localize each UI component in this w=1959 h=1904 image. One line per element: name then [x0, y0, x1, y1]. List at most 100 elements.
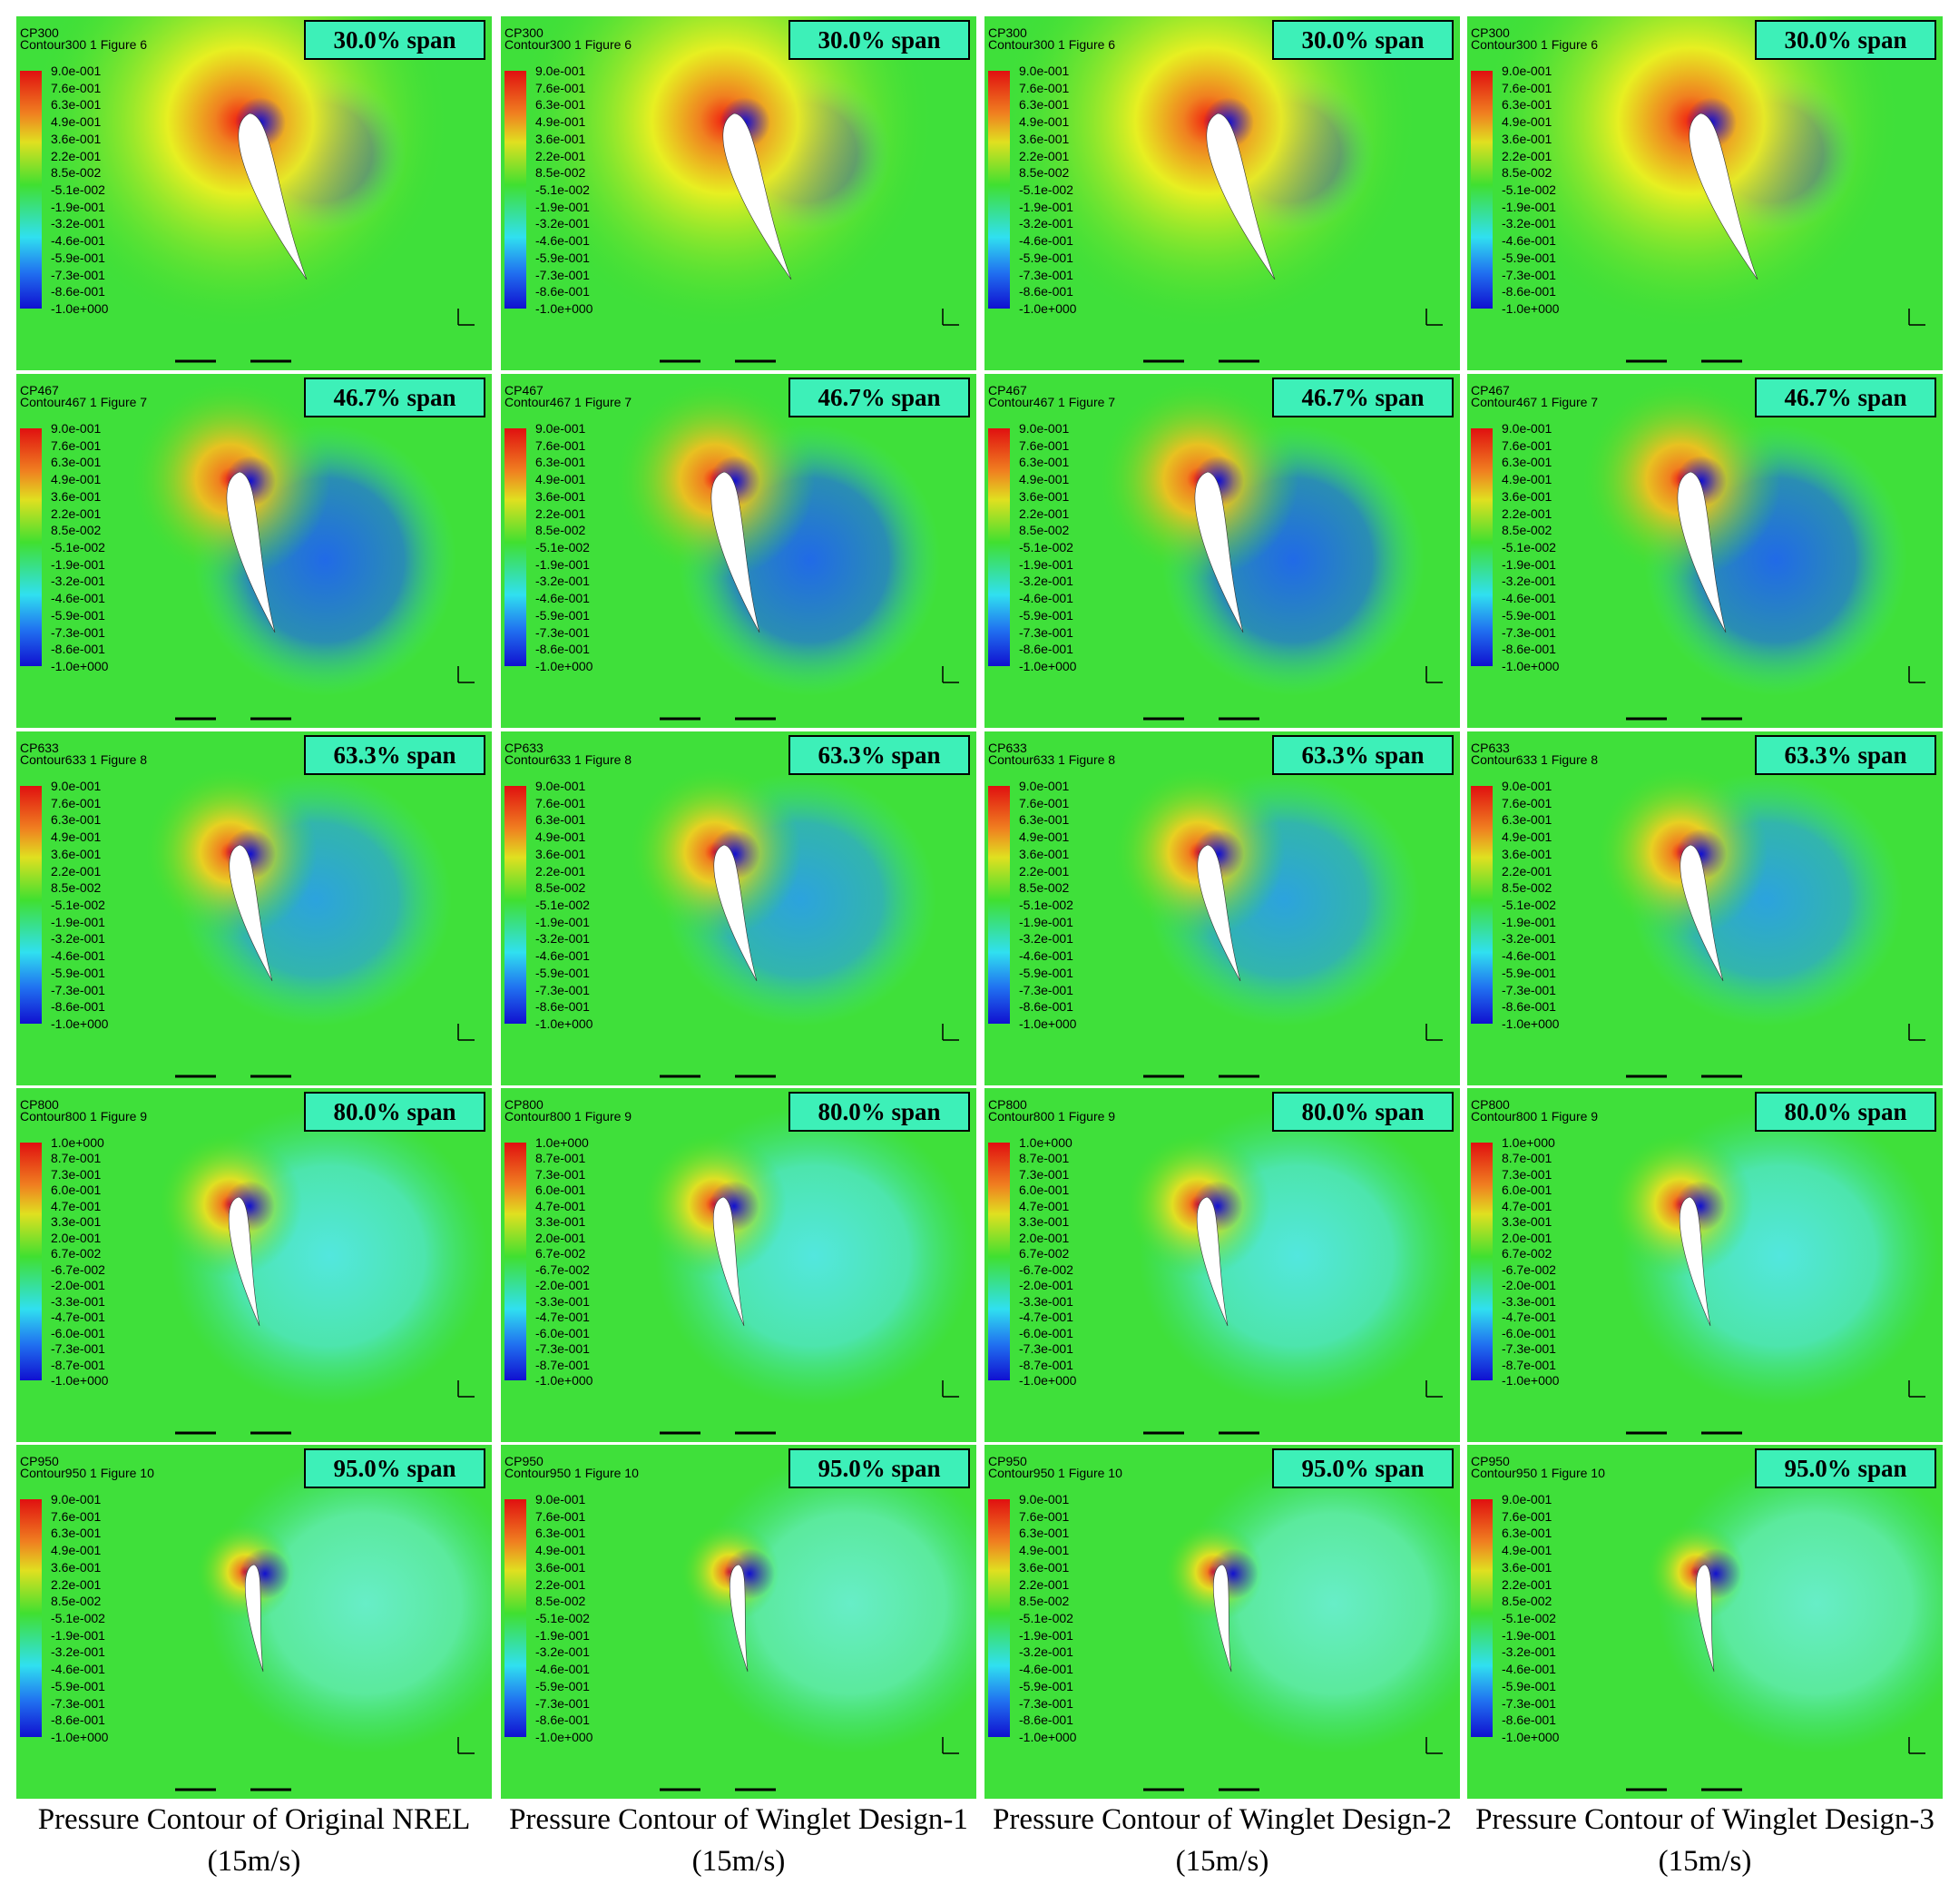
contour-name: Contour467 1 Figure 7 [504, 395, 632, 409]
legend-label: 3.6e-001 [535, 846, 586, 861]
legend-label: -5.9e-001 [51, 965, 105, 980]
legend-label: -5.9e-001 [535, 965, 590, 980]
contour-name: Contour633 1 Figure 8 [20, 752, 148, 767]
legend-label: -5.9e-001 [1502, 965, 1556, 980]
color-bar [504, 1143, 526, 1380]
legend-label: 7.6e-001 [1502, 1508, 1553, 1524]
axis-icon [942, 309, 959, 326]
legend-label: 4.9e-001 [1019, 114, 1070, 130]
legend-label: -1.0e+000 [1502, 1373, 1560, 1388]
legend-label: 7.6e-001 [535, 1508, 586, 1524]
legend-label: -4.6e-001 [535, 233, 590, 249]
legend-label: 7.3e-001 [535, 1166, 586, 1182]
legend-label: -7.3e-001 [51, 1341, 105, 1357]
legend-label: -2.0e-001 [1019, 1278, 1073, 1293]
legend-label: 2.2e-001 [1502, 1576, 1553, 1592]
color-bar [504, 1499, 526, 1737]
legend-label: -1.0e+000 [1019, 1373, 1077, 1388]
span-label: 80.0% span [1272, 1092, 1454, 1132]
airfoil [710, 471, 760, 633]
contour-plot [984, 731, 1460, 1085]
legend-label: -1.0e+000 [535, 659, 593, 673]
legend-label: 4.7e-001 [535, 1198, 586, 1213]
variable-name: CP800 [1471, 1097, 1510, 1112]
legend-label: 9.0e-001 [51, 421, 102, 436]
contour-name: Contour800 1 Figure 9 [504, 1109, 632, 1124]
legend-label: -1.0e+000 [1502, 301, 1560, 316]
legend-label: 8.5e-002 [51, 880, 102, 896]
contour-plot [1467, 1088, 1943, 1442]
contour-name: Contour467 1 Figure 7 [1471, 395, 1599, 409]
contour-panel: CP950 Contour950 1 Figure 10 95.0% span 9.0… [16, 1445, 492, 1799]
contour-name: Contour300 1 Figure 6 [1471, 37, 1599, 52]
axis-icon [1425, 309, 1443, 326]
legend-label: 6.3e-001 [1019, 1526, 1070, 1541]
axis-icon [1908, 1380, 1925, 1398]
legend-label: -8.6e-001 [535, 642, 590, 657]
legend-label: 6.3e-001 [1502, 97, 1553, 113]
color-bar [20, 428, 42, 666]
span-label: 63.3% span [788, 735, 970, 775]
contour-name: Contour800 1 Figure 9 [1471, 1109, 1599, 1124]
high-pressure-region [1483, 16, 1900, 329]
legend-label: 9.0e-001 [535, 64, 586, 78]
legend-label: -8.6e-001 [1019, 284, 1073, 299]
legend-label: 6.7e-002 [535, 1246, 586, 1261]
legend-label: 4.9e-001 [1502, 472, 1553, 487]
axis-icon [1908, 309, 1925, 326]
axis-icon [1908, 1024, 1925, 1041]
legend-label: -7.3e-001 [1502, 982, 1556, 997]
legend-label: 8.5e-002 [535, 1594, 586, 1609]
span-label: 95.0% span [788, 1448, 970, 1488]
legend-label: -5.9e-001 [535, 1678, 590, 1693]
legend-label: -6.0e-001 [1019, 1325, 1073, 1340]
legend-label: 2.2e-001 [1502, 863, 1553, 878]
legend-label: -4.6e-001 [1502, 1662, 1556, 1677]
legend-label: 7.3e-001 [1502, 1166, 1553, 1182]
span-label: 63.3% span [1755, 735, 1936, 775]
legend-label: -1.9e-001 [1019, 199, 1073, 214]
legend-label: -1.0e+000 [535, 301, 593, 316]
variable-name: CP800 [20, 1097, 59, 1112]
legend-label: 2.2e-001 [535, 148, 586, 163]
airfoil [1679, 1196, 1711, 1327]
contour-plot [501, 374, 976, 728]
contour-panel: CP950 Contour950 1 Figure 10 95.0% span 9.0… [984, 1445, 1460, 1799]
legend-label: -7.3e-001 [51, 1695, 105, 1711]
legend-label: 3.6e-001 [535, 131, 586, 146]
airfoil [713, 844, 758, 982]
legend-label: 6.3e-001 [51, 97, 102, 113]
legend-label: 4.9e-001 [1502, 1543, 1553, 1558]
legend-label: -8.6e-001 [1502, 284, 1556, 299]
legend-label: 4.9e-001 [535, 829, 586, 845]
legend-label: 6.3e-001 [1502, 812, 1553, 828]
variable-name: CP800 [504, 1097, 544, 1112]
contour-name: Contour950 1 Figure 10 [1471, 1466, 1605, 1480]
legend-label: 4.9e-001 [51, 829, 102, 845]
legend-label: -1.9e-001 [1019, 1627, 1073, 1643]
legend-label: -8.6e-001 [535, 1713, 590, 1728]
span-label: 46.7% span [1272, 378, 1454, 417]
legend-label: -5.1e-002 [535, 1611, 590, 1625]
legend-label: -7.3e-001 [1502, 624, 1556, 640]
airfoil [1677, 471, 1727, 633]
color-bar [1471, 428, 1493, 666]
legend-label: -5.9e-001 [1019, 965, 1073, 980]
legend-label: -8.6e-001 [1019, 1713, 1073, 1728]
legend-label: -5.9e-001 [51, 607, 105, 623]
column-caption: Pressure Contour of Original NREL (15m/s… [37, 1803, 471, 1878]
high-pressure-region [32, 16, 449, 329]
legend-label: -4.6e-001 [1019, 591, 1073, 606]
low-pressure-region [207, 1454, 492, 1753]
legend-label: -8.7e-001 [1502, 1357, 1556, 1372]
legend-label: -8.6e-001 [1502, 642, 1556, 657]
legend-label: -3.2e-001 [535, 931, 590, 947]
contour-panel: CP467 Contour467 1 Figure 7 46.7% span 9.0e… [1467, 374, 1943, 728]
airfoil [712, 1196, 745, 1327]
legend-label: 7.6e-001 [1019, 795, 1070, 810]
legend-label: 2.2e-001 [51, 505, 102, 521]
contour-panel: CP633 Contour633 1 Figure 8 63.3% span 9.0e… [1467, 731, 1943, 1085]
contour-panel: CP467 Contour467 1 Figure 7 46.7% span 9.0e… [984, 374, 1460, 728]
legend-label: 7.6e-001 [535, 80, 586, 95]
legend-label: -5.9e-001 [535, 607, 590, 623]
